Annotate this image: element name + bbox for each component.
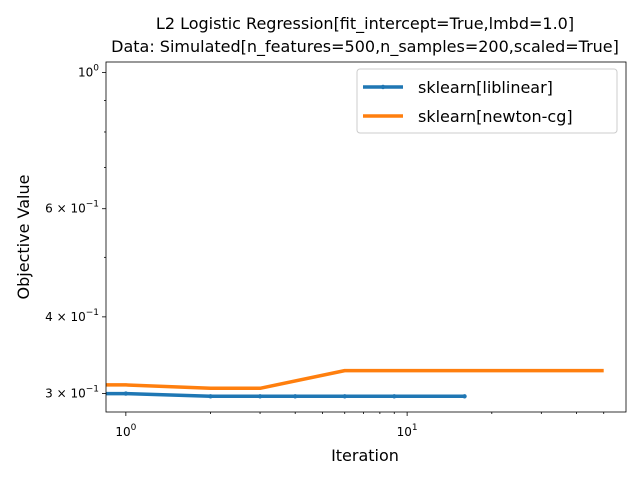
series-group <box>106 368 604 399</box>
series-line-0 <box>106 391 465 399</box>
series-point-0 <box>257 394 263 399</box>
legend-label-1: sklearn[newton-cg] <box>418 107 573 126</box>
series-line-1 <box>106 368 604 391</box>
series-point-0 <box>208 394 213 399</box>
legend-marker-0 <box>380 84 386 90</box>
legend-label-0: sklearn[liblinear] <box>418 78 553 97</box>
chart-title: L2 Logistic Regression[fit_intercept=Tru… <box>156 14 574 34</box>
series-point-0 <box>292 394 298 399</box>
x-tick-label: 101 <box>397 423 418 439</box>
y-tick-label: 6 × 10−1 <box>45 200 99 216</box>
series-point-0 <box>342 394 347 399</box>
series-point-0 <box>462 394 467 399</box>
legend: sklearn[liblinear] sklearn[newton-cg] <box>356 68 618 134</box>
y-axis-label: Objective Value <box>14 175 33 300</box>
x-axis-label: Iteration <box>331 446 399 465</box>
series-point-0 <box>123 391 129 396</box>
legend-box <box>356 68 618 134</box>
chart-subtitle: Data: Simulated[n_features=500,n_samples… <box>111 37 619 57</box>
y-tick-label: 100 <box>78 63 99 79</box>
series-point-0 <box>392 394 397 399</box>
y-tick-label: 4 × 10−1 <box>45 308 99 324</box>
plot-area: 100 101 100 6 × 10−1 4 × 10−1 3 × 10−1 sklearn… <box>45 61 627 439</box>
y-tick-label: 3 × 10−1 <box>45 385 99 401</box>
axes-frame <box>105 61 627 413</box>
x-tick-label: 100 <box>115 423 136 439</box>
